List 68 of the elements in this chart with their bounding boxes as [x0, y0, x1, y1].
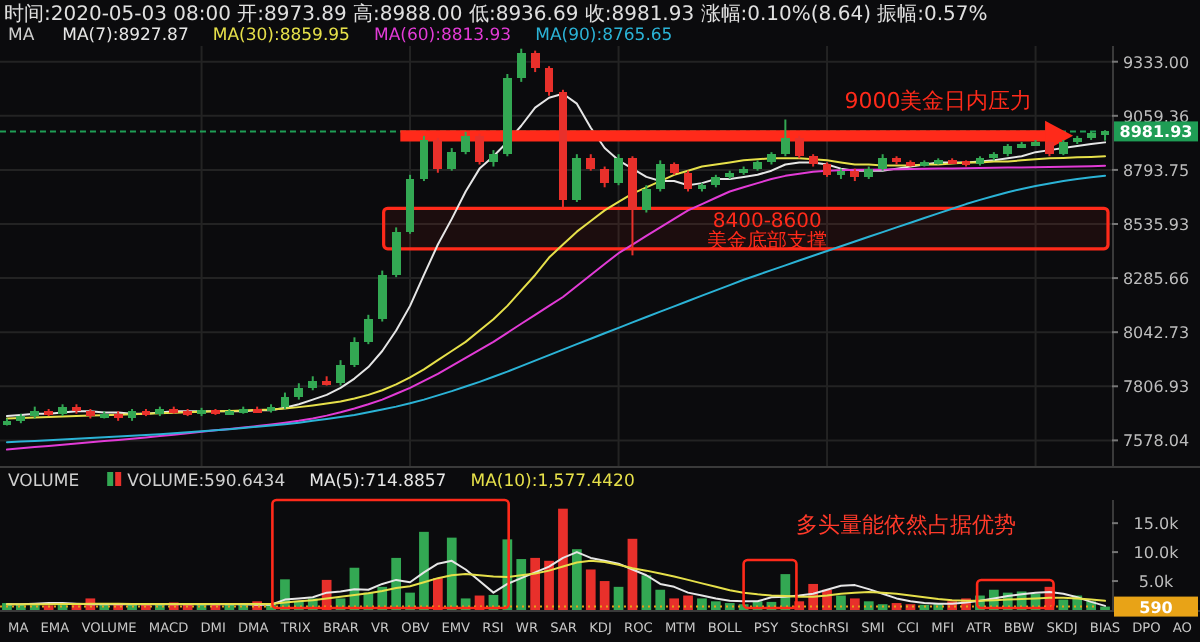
candlestick: [447, 147, 457, 172]
ref-line-label: 9000美金日内压力: [844, 87, 1033, 114]
bar: [1058, 599, 1069, 610]
y-tick-label: 8285.66: [1122, 270, 1190, 289]
text: MA(60):8813.93: [373, 26, 512, 46]
chart-title: 时间:2020-05-03 08:00 开:8973.89 高:8988.00 低:8936.69 收:8981.93 涨幅:0.10%(8.64) 振幅:0.57%: [4, 2, 988, 26]
y-tick-label: 8535.93: [1122, 216, 1190, 234]
y-tick-label: 7806.93: [1122, 378, 1190, 397]
candlestick: [530, 49, 540, 74]
candlestick: [544, 65, 554, 97]
bar: [669, 598, 680, 610]
y-tick-label: 5.0k: [1138, 573, 1175, 592]
legend-title: VOLUME: [8, 472, 80, 492]
candlestick: [641, 184, 651, 214]
candlestick: [600, 165, 610, 189]
bar: [877, 604, 888, 610]
bar: [558, 508, 568, 610]
annotation: 多头量能依然占据优势: [796, 512, 1016, 538]
bar: [544, 560, 554, 610]
candlestick: [419, 134, 429, 183]
y-tick-label: 10.0k: [1133, 544, 1180, 563]
bar: [683, 595, 693, 610]
text: MA(90):8765.65: [535, 26, 673, 46]
bar: [836, 595, 846, 610]
bar: [710, 601, 721, 610]
y-tick-label: 8793.75: [1122, 161, 1190, 180]
ref-line: 590: [0, 596, 1198, 617]
candlestick: [433, 136, 443, 174]
text: MA(7):8927.87: [62, 26, 189, 46]
text: MA(30):8859.95: [212, 26, 350, 46]
candlestick: [794, 134, 804, 160]
text: MA(10):1,577.4420: [470, 472, 635, 492]
candlestick: [461, 130, 471, 156]
bar: [571, 549, 582, 610]
candlestick: [614, 153, 623, 187]
candlestick: [377, 269, 387, 323]
candlestick: [655, 159, 665, 193]
ref-line-label: 590: [1139, 598, 1174, 617]
ref-line-label: 8981.93: [1119, 123, 1193, 142]
text: MA(5):714.8857: [309, 472, 447, 492]
y-tick-label: 9059.36: [1122, 107, 1190, 126]
candlestick: [475, 132, 484, 166]
candlestick: [350, 336, 359, 369]
bar: [697, 598, 707, 610]
y-tick-label: 7578.04: [1122, 432, 1190, 451]
legend-title: MA: [8, 26, 35, 46]
y-tick-label: 8042.73: [1122, 324, 1190, 343]
candlestick: [363, 313, 373, 346]
y-tick-label: 15.0k: [1133, 515, 1180, 534]
candlestick: [780, 118, 790, 158]
bar: [849, 598, 860, 610]
bar: [863, 601, 874, 610]
bar: [446, 537, 457, 610]
bar: [530, 557, 541, 610]
bar: [224, 604, 235, 610]
bar: [655, 589, 666, 610]
bar: [585, 569, 596, 610]
candlestick: [572, 153, 582, 203]
legend-label: VOLUME:590.6434: [127, 472, 286, 492]
bar: [641, 575, 652, 610]
y-tick-label: 9333.00: [1122, 53, 1190, 72]
candlestick: [391, 226, 401, 279]
bar: [516, 559, 527, 610]
bar: [419, 531, 429, 610]
candlestick: [516, 47, 526, 83]
bar: [613, 586, 624, 610]
bar: [599, 581, 610, 610]
candlestick: [336, 359, 345, 387]
